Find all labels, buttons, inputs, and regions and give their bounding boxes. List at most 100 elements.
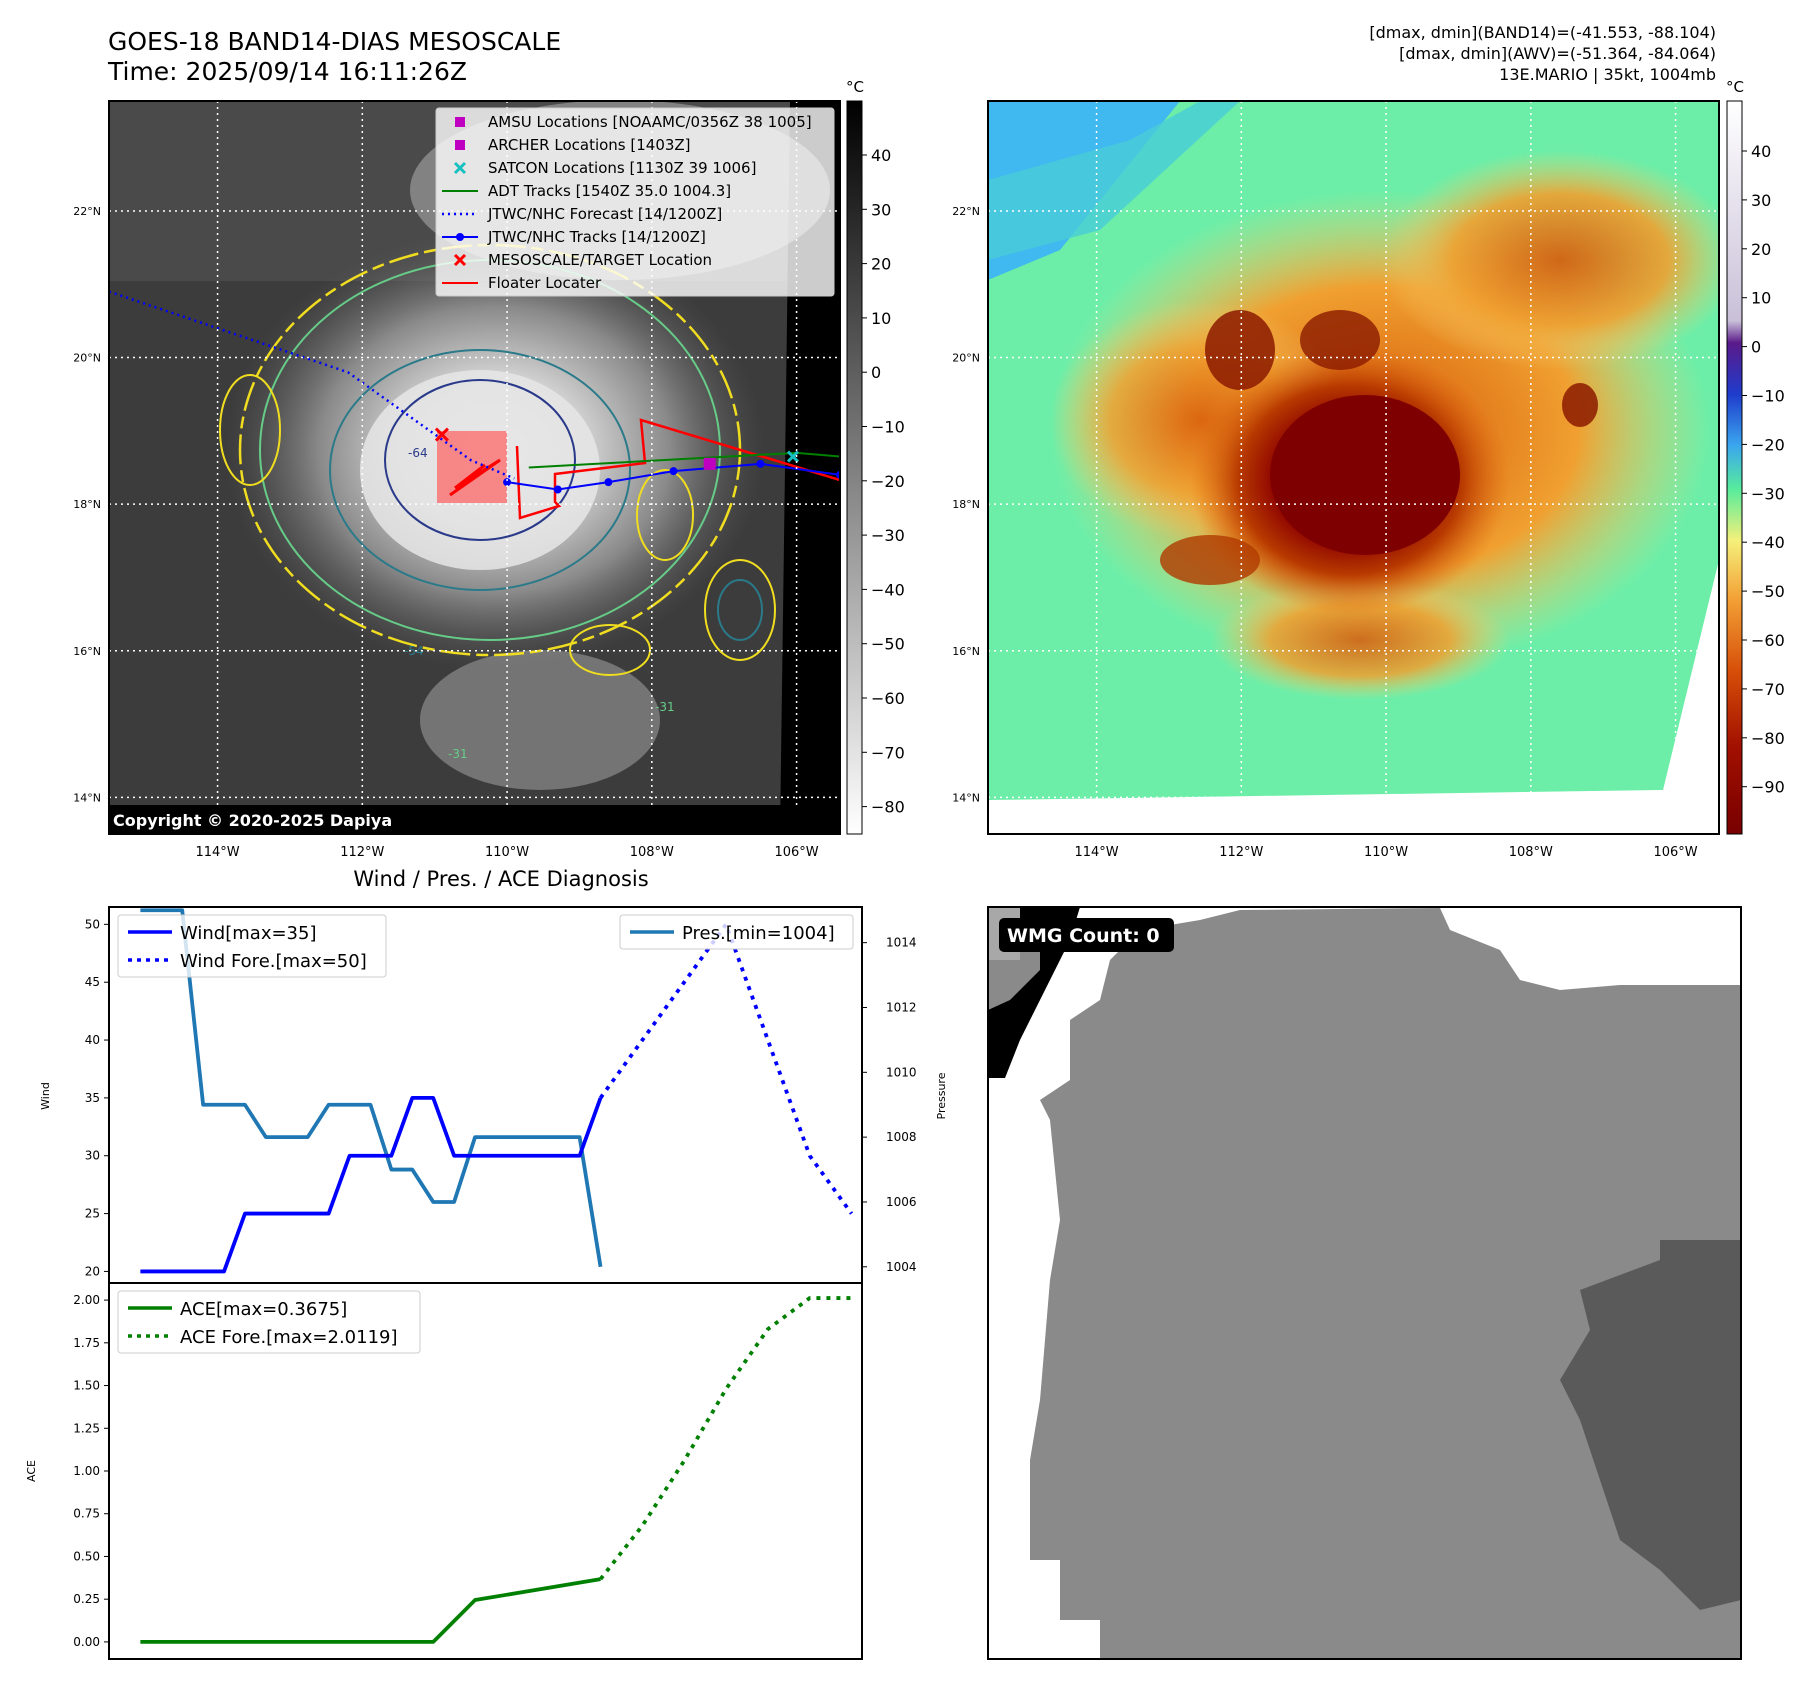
wind-forecast-series-line [599,922,854,1215]
info-line3: 13E.MARIO | 35kt, 1004mb [1499,65,1716,84]
y-tick-label: 25 [85,1207,100,1221]
y-tick-label: 0.25 [73,1592,100,1606]
y-tick-label: 1.50 [73,1379,100,1393]
mesoscale-target-box [437,431,507,503]
ace-legend: ACE[max=0.3675] ACE Fore.[max=2.0119] [117,1290,421,1354]
legend-square-marker [455,140,465,150]
colorbar-tick-label: −90 [1751,778,1785,797]
jtwc-track-point [503,478,512,487]
legend-entry-label: Floater Locater [488,274,602,292]
colorbar-tick-label: −60 [871,689,905,708]
colorbar-tick-label: 40 [871,146,891,165]
y-tick-label: 1.75 [73,1336,100,1350]
legend-x-marker [453,253,467,267]
dias-lon-labels: 114°W 112°W 110°W 108°W 106°W [1074,845,1697,860]
colorbar-tick-label: −80 [871,798,905,817]
ir-lat-labels: 22°N 20°N 18°N 16°N 14°N [73,205,101,804]
y-tick-label: 30 [85,1149,100,1163]
y-tick-label: 0.00 [73,1635,100,1649]
ace-axis-ticks: 0.00 0.25 0.50 0.75 1.00 1.25 1.50 1.75 2.00 [73,1293,109,1649]
wind-axis-ticks: 20 25 30 35 40 45 50 [85,917,109,1278]
ir-colorbar [846,100,863,835]
dias-map-panel: 22°N 20°N 18°N 16°N 14°N 114°W 112°W 110°W 108°… [952,78,1785,860]
dias-lon-label: 106°W [1653,845,1697,860]
dias-lat-label: 14°N [952,791,980,804]
ir-lat-label: 16°N [73,645,101,658]
contour-label-4: -31 [655,700,675,714]
ir-lat-label: 22°N [73,205,101,218]
pressure-series-line [140,908,603,1268]
y2-tick-label: 1008 [886,1130,917,1144]
dias-lat-labels: 22°N 20°N 18°N 16°N 14°N [952,205,980,804]
wind-series-line [140,1095,603,1274]
dias-lat-label: 16°N [952,645,980,658]
ace-series-group [140,1296,852,1644]
dias-colorbar-ticks: 40 30 20 10 0 −10 −20 −30 −40 −50 −60 −70 −80 −90 [1742,142,1785,797]
copyright-label: Copyright © 2020-2025 Dapiya [113,811,392,830]
y2-tick-label: 1010 [886,1065,917,1079]
ir-tracks-group [109,290,840,494]
wmg-count-label: WMG Count: 0 [1007,925,1160,947]
dias-lat-label: 22°N [952,205,980,218]
dias-lat-label: 18°N [952,498,980,511]
ace-axis-label: ACE [25,1460,38,1482]
colorbar-tick-label: −80 [1751,729,1785,748]
legend-entry-label: JTWC/NHC Tracks [14/1200Z] [487,228,706,246]
ace-fore-legend-label: ACE Fore.[max=2.0119] [180,1327,398,1348]
y2-tick-label: 1014 [886,936,917,950]
pressure-axis-label: Pressure [935,1072,948,1119]
colorbar-tick-label: −40 [1751,533,1785,552]
colorbar-tick-label: −60 [1751,631,1785,650]
colorbar-tick-label: 10 [871,309,891,328]
ace-series-line [140,1577,601,1644]
wind-series-group [140,908,854,1274]
dias-lon-label: 108°W [1509,845,1553,860]
ir-lat-label: 18°N [73,498,101,511]
ir-lon-label: 114°W [195,845,239,860]
y-tick-label: 35 [85,1091,100,1105]
wind-legend: Wind[max=35] Wind Fore.[max=50] [117,914,387,978]
ir-lon-label: 106°W [774,845,818,860]
colorbar-tick-label: −50 [1751,582,1785,601]
wmg-region-dark [1560,1240,1741,1610]
mesoscale-target-marker [434,427,449,442]
ir-lon-label: 110°W [485,845,529,860]
legend-entry-label: MESOSCALE/TARGET Location [488,251,712,269]
legend-x-marker [453,161,467,175]
colorbar-tick-label: 0 [1751,338,1761,357]
dias-colorbar-unit: °C [1726,78,1744,96]
y-tick-label: 50 [85,917,100,931]
y-tick-label: 0.75 [73,1507,100,1521]
contour-label-1: -64 [408,446,428,460]
colorbar-tick-label: 40 [1751,142,1771,161]
colorbar-tick-label: −50 [871,635,905,654]
ir-lat-label: 14°N [73,791,101,804]
satcon-marker [786,450,800,463]
ace-legend-label: ACE[max=0.3675] [180,1299,347,1320]
colorbar-tick-label: 0 [871,363,881,382]
y-tick-label: 0.50 [73,1549,100,1563]
jtwc-forecast-track [109,290,515,480]
legend-entry-label: SATCON Locations [1130Z 39 1006] [488,159,756,177]
colorbar-tick-label: −40 [871,580,905,599]
jtwc-track-line [506,462,840,491]
wind-axis-label: Wind [39,1082,52,1110]
colorbar-tick-label: −10 [871,418,905,437]
ir-map-panel: -64 -54 -31 -31 Copyright © 2020-2025 Da… [73,78,905,860]
y2-tick-label: 1004 [886,1260,917,1274]
colorbar-tick-label: 30 [1751,191,1771,210]
ir-gridlines [109,101,840,834]
y-tick-label: 45 [85,975,100,989]
ir-lon-labels: 114°W 112°W 110°W 108°W 106°W [195,845,818,860]
colorbar-tick-label: 20 [1751,240,1771,259]
y-tick-label: 40 [85,1033,100,1047]
dias-gridlines [988,101,1719,834]
ir-lon-label: 112°W [340,845,384,860]
dias-lon-label: 110°W [1364,845,1408,860]
jtwc-track-point [669,467,678,476]
info-line2: [dmax, dmin](AWV)=(-51.364, -84.064) [1399,44,1716,63]
dias-lat-label: 20°N [952,352,980,365]
colorbar-tick-label: 10 [1751,289,1771,308]
